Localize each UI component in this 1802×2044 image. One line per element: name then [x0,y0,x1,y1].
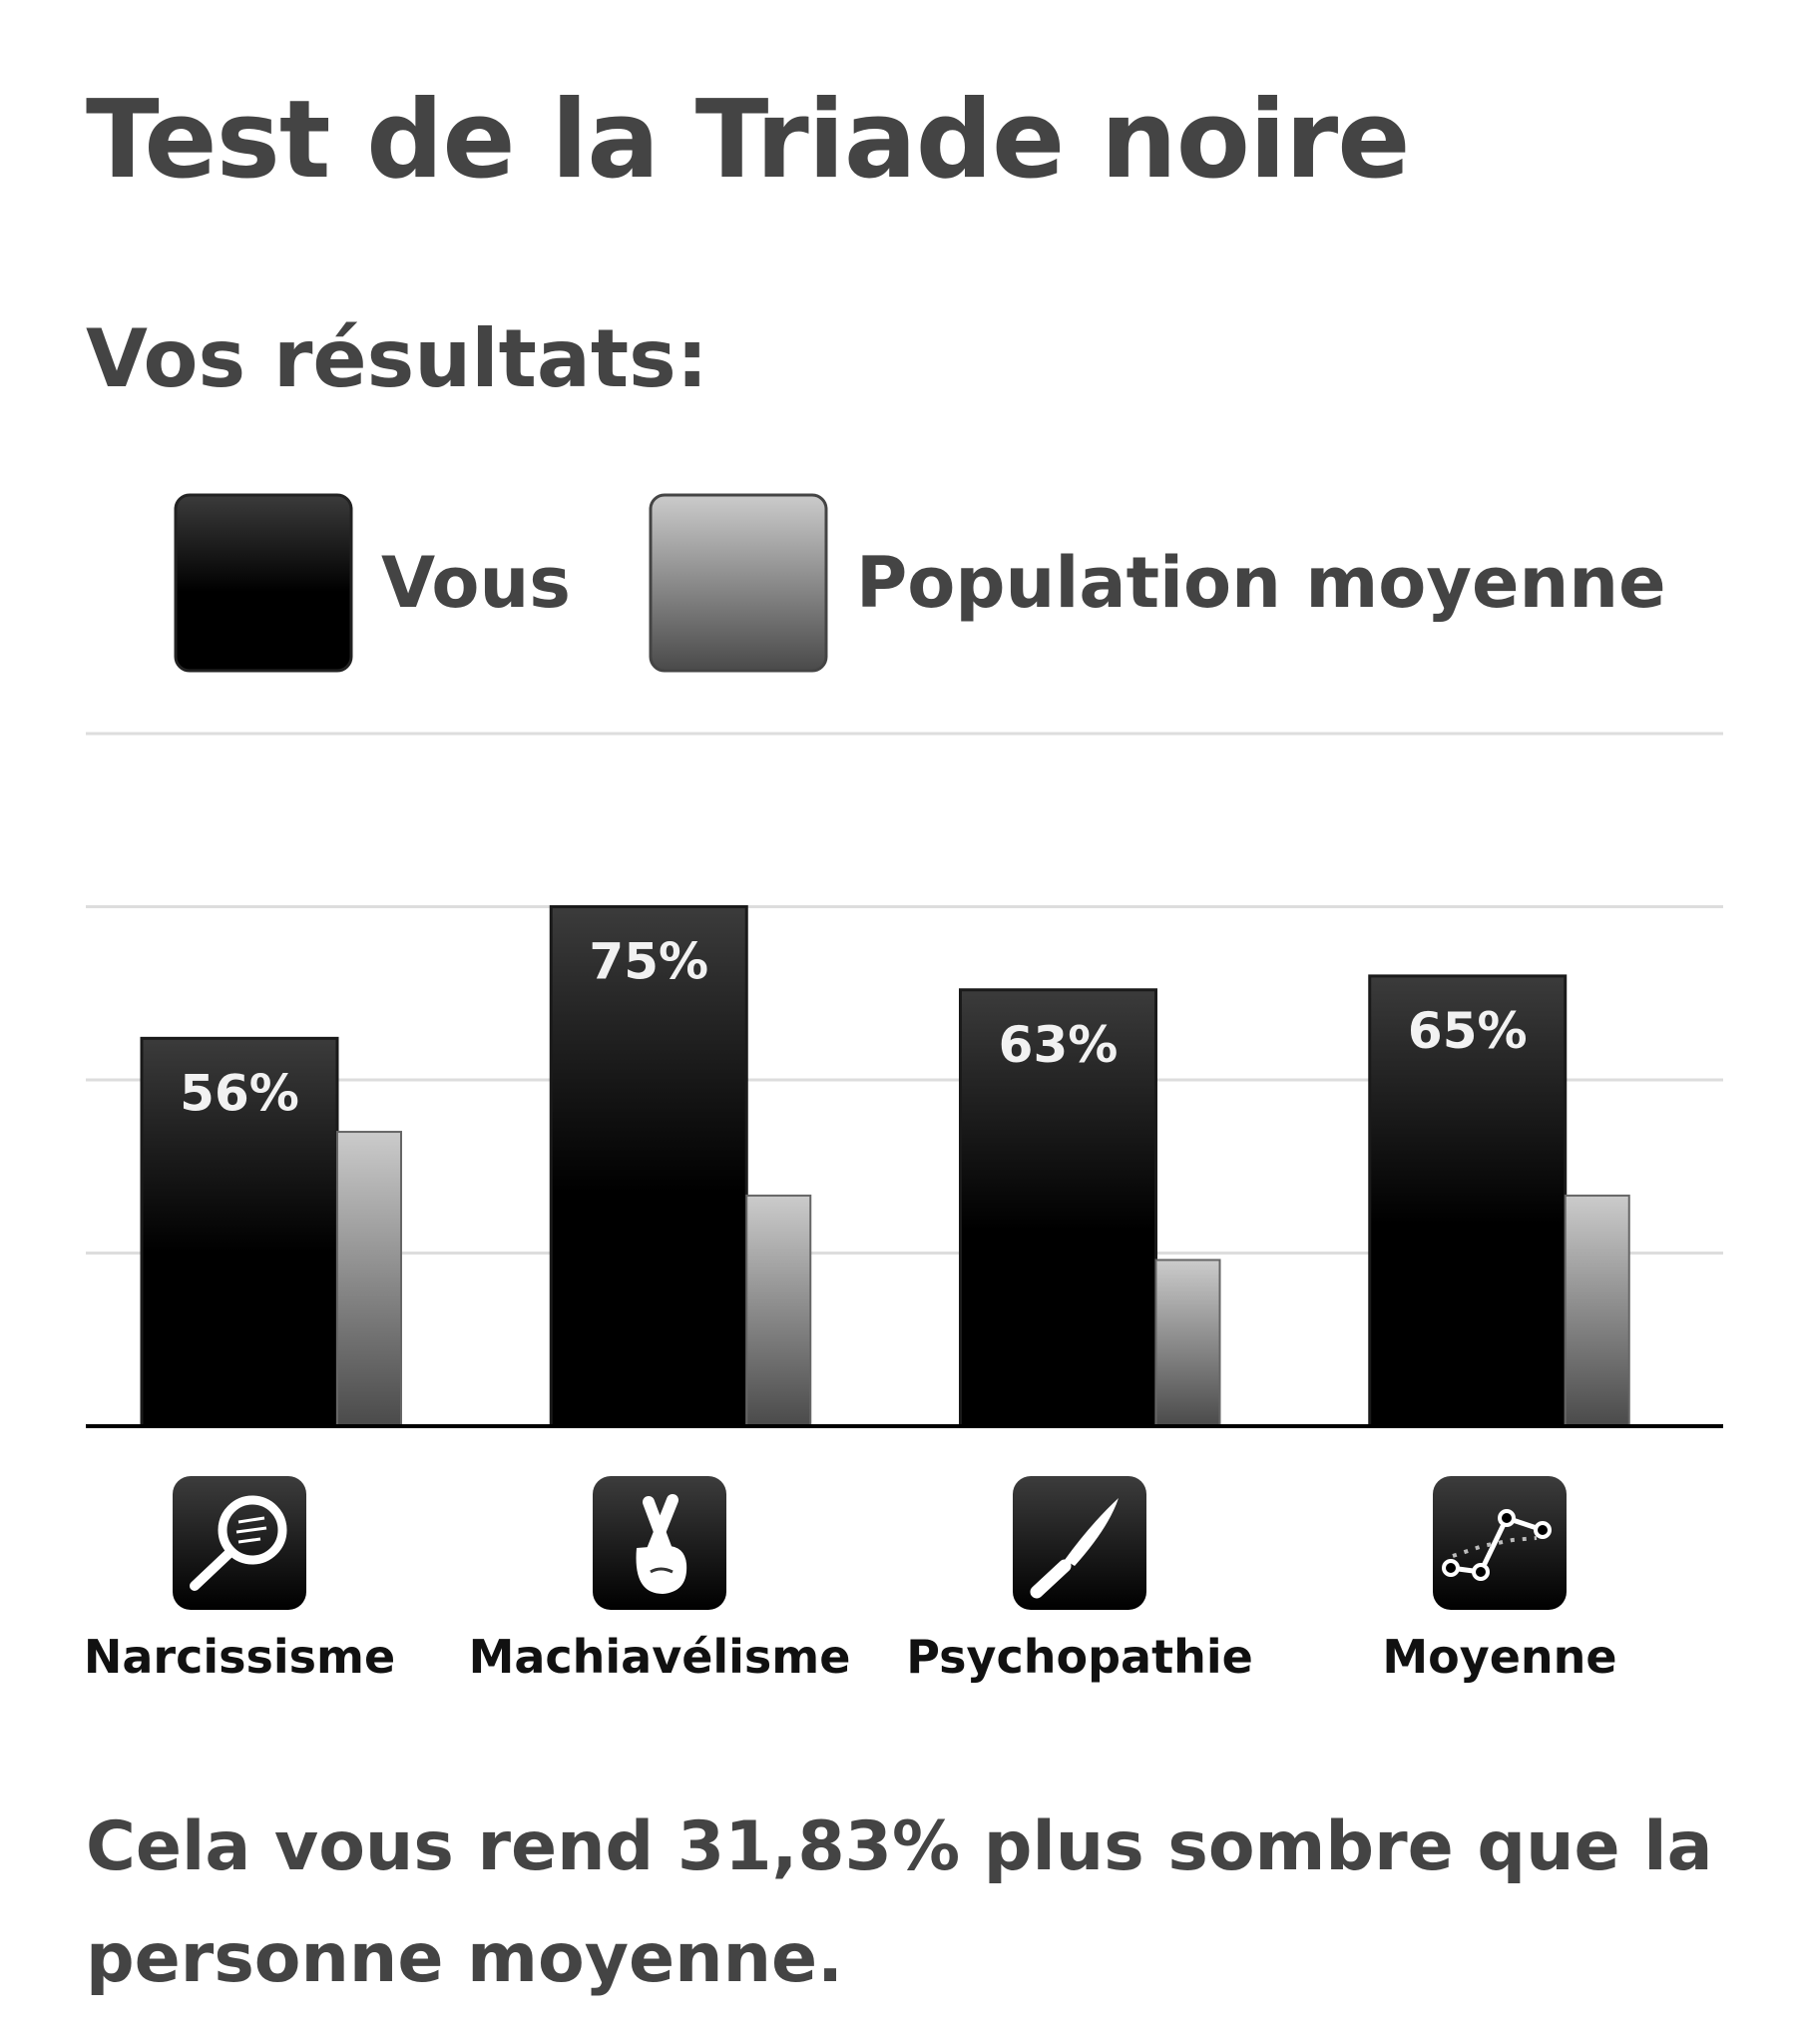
category-label-machiavelisme: Machiavélisme [469,1630,851,1684]
value-label-narcissisme: 56% [180,1064,299,1122]
value-labels: 56% 75% 63% 65% [180,933,1527,1123]
results-chart: Vous Population moyenne 56% 75% 63% 65% [84,493,1723,1684]
page-title: Test de la Triade noire [86,78,1410,203]
bar-population-psychopathie [1154,1259,1221,1427]
category-label-moyenne: Moyenne [1382,1630,1616,1684]
legend-label-vous: Vous [381,542,571,624]
value-label-psychopathie: 63% [999,1016,1119,1074]
hand-mirror-icon [173,1476,306,1610]
bar-population-machiavelisme [745,1194,812,1428]
results-heading: Vos résultats: [86,312,708,405]
value-label-moyenne: 65% [1408,1002,1528,1060]
category-label-narcissisme: Narcissisme [84,1630,395,1684]
summary-text: Cela vous rend 31,83% plus sombre que la… [86,1807,1713,1998]
bar-population-moyenne [1564,1194,1630,1428]
category-label-psychopathie: Psychopathie [906,1630,1253,1684]
crossed-fingers-icon [593,1476,726,1610]
legend: Vous Population moyenne [174,493,1666,673]
legend-swatch-vous [174,493,353,673]
bar-vous-moyenne [1368,974,1568,1428]
bar-population-narcissisme [336,1131,402,1427]
category-labels: Narcissisme Machiavélisme Psychopathie M… [84,1630,1617,1684]
legend-item-vous: Vous [174,493,571,673]
bar-vous-psychopathie [959,988,1157,1428]
legend-label-population: Population moyenne [856,542,1666,624]
legend-swatch-population [649,493,828,673]
bar-vous-narcissisme [140,1036,339,1428]
value-label-machiavelisme: 75% [589,933,708,991]
line-graph-icon [1433,1476,1567,1610]
bars [140,905,1630,1428]
legend-item-population: Population moyenne [649,493,1666,673]
knife-icon [1013,1476,1146,1610]
